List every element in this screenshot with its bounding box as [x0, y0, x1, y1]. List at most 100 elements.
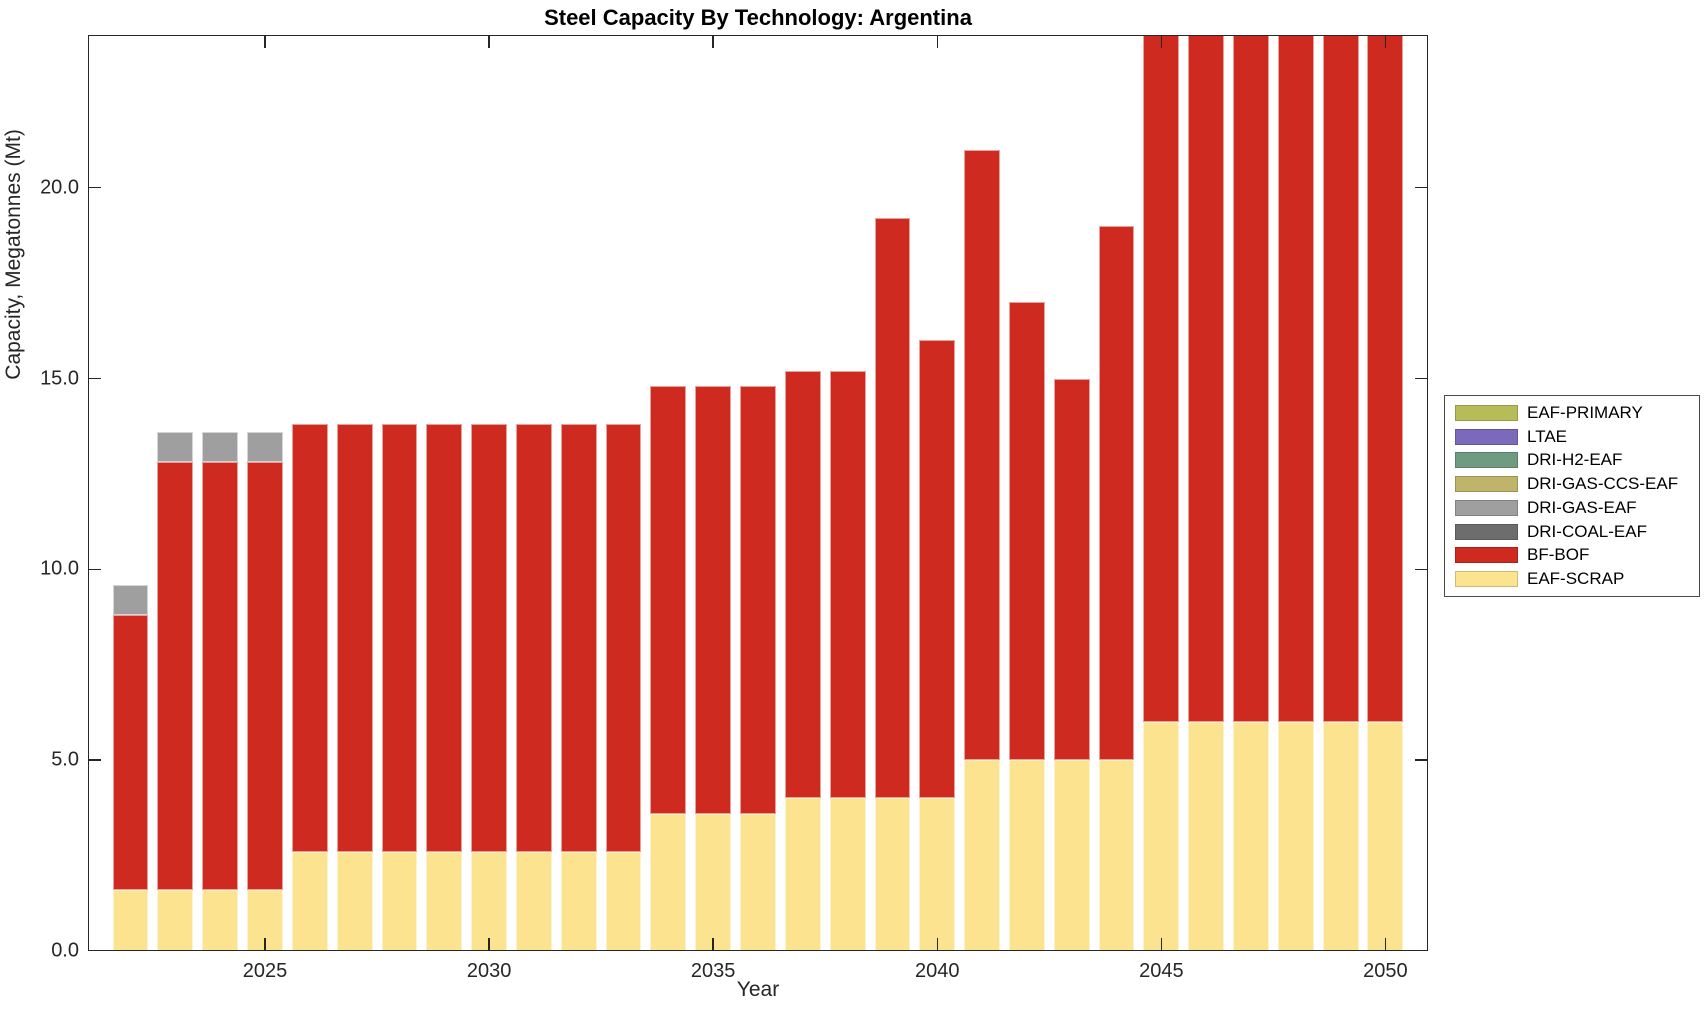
- y-tick-right-10: [1415, 568, 1428, 571]
- bar-segment-2048-EAF-SCRAP: [1277, 722, 1314, 951]
- bar-segment-2026-BF-BOF: [291, 424, 328, 852]
- legend-swatch-DRI-COAL-EAF: [1455, 523, 1518, 540]
- bar-segment-2026-EAF-SCRAP: [291, 851, 328, 951]
- bar-segment-2045-BF-BOF: [1143, 35, 1180, 722]
- plot-area: [88, 35, 1428, 951]
- bar-segment-2050-EAF-SCRAP: [1367, 722, 1404, 951]
- bar-segment-2045-EAF-SCRAP: [1143, 722, 1180, 951]
- bar-segment-2035-EAF-SCRAP: [695, 813, 732, 951]
- bar-segment-2036-EAF-SCRAP: [740, 813, 776, 951]
- legend-swatch-EAF-SCRAP: [1455, 571, 1518, 588]
- bar-segment-2046-EAF-SCRAP: [1188, 722, 1225, 951]
- legend-item-EAF-SCRAP: EAF-SCRAP: [1455, 567, 1699, 591]
- bar-segment-2024-BF-BOF: [202, 462, 239, 890]
- y-tick-right-15: [1415, 377, 1428, 380]
- bar-segment-2028-BF-BOF: [381, 424, 418, 852]
- x-tick-top-2035: [712, 35, 714, 48]
- legend-item-DRI-GAS-EAF: DRI-GAS-EAF: [1455, 496, 1699, 520]
- bar-segment-2041-EAF-SCRAP: [964, 760, 1000, 951]
- x-tick-top-2045: [1160, 35, 1163, 48]
- x-tick-top-2050: [1384, 35, 1387, 48]
- bar-segment-2037-EAF-SCRAP: [784, 798, 821, 951]
- chart-title: Steel Capacity By Technology: Argentina: [544, 5, 972, 30]
- y-tick-label-15: 15.0: [40, 367, 79, 389]
- legend-swatch-DRI-GAS-EAF: [1455, 499, 1518, 516]
- bar-segment-2033-EAF-SCRAP: [605, 851, 642, 951]
- legend-swatch-DRI-GAS-CCS-EAF: [1455, 476, 1518, 493]
- bar-segment-2022-DRI-GAS-EAF: [112, 584, 149, 616]
- y-tick-right-0: [1415, 950, 1428, 951]
- bar-segment-2028-EAF-SCRAP: [381, 851, 418, 951]
- y-tick-left-20: [88, 186, 101, 189]
- legend-item-BF-BOF: BF-BOF: [1455, 544, 1699, 568]
- bar-segment-2023-EAF-SCRAP: [157, 889, 194, 951]
- bar-segment-2047-EAF-SCRAP: [1233, 722, 1269, 951]
- bar-segment-2027-BF-BOF: [336, 424, 373, 852]
- bar-segment-2023-DRI-GAS-EAF: [157, 431, 194, 463]
- bar-segment-2046-BF-BOF: [1188, 35, 1225, 722]
- y-tick-left-0: [88, 950, 101, 951]
- bar-segment-2040-EAF-SCRAP: [919, 798, 956, 951]
- legend-label-DRI-GAS-EAF: DRI-GAS-EAF: [1527, 497, 1637, 517]
- x-tick-bottom-2030: [488, 938, 490, 951]
- x-tick-bottom-2040: [936, 938, 938, 951]
- x-tick-label-2030: 2030: [466, 960, 512, 982]
- bar-segment-2044-BF-BOF: [1098, 225, 1135, 761]
- x-tick-label-2035: 2035: [690, 960, 736, 982]
- y-tick-label-10: 10.0: [40, 557, 79, 580]
- x-axis-label: Year: [736, 978, 780, 1001]
- x-tick-label-2025: 2025: [242, 960, 288, 982]
- bar-segment-2033-BF-BOF: [605, 424, 642, 852]
- y-tick-left-10: [88, 568, 101, 571]
- y-axis-label: Capacity, Megatonnes (Mt): [2, 129, 25, 380]
- legend-item-DRI-GAS-CCS-EAF: DRI-GAS-CCS-EAF: [1455, 472, 1699, 496]
- bar-segment-2041-BF-BOF: [964, 149, 1000, 761]
- bar-segment-2025-DRI-GAS-EAF: [247, 431, 283, 463]
- y-tick-label-5: 5.0: [51, 748, 79, 771]
- bar-segment-2025-BF-BOF: [247, 462, 283, 890]
- bar-segment-2031-EAF-SCRAP: [515, 851, 552, 951]
- bar-segment-2038-EAF-SCRAP: [829, 798, 866, 951]
- bar-segment-2039-BF-BOF: [874, 218, 911, 799]
- legend-item-DRI-COAL-EAF: DRI-COAL-EAF: [1455, 520, 1699, 544]
- x-tick-bottom-2025: [264, 938, 266, 951]
- x-tick-top-2025: [264, 35, 266, 48]
- bar-segment-2049-BF-BOF: [1322, 35, 1359, 722]
- bar-segment-2022-BF-BOF: [112, 615, 149, 890]
- x-tick-bottom-2050: [1384, 938, 1387, 951]
- bar-segment-2030-BF-BOF: [471, 424, 508, 852]
- bar-segment-2034-EAF-SCRAP: [650, 813, 687, 951]
- legend-item-EAF-PRIMARY: EAF-PRIMARY: [1455, 401, 1699, 425]
- bar-segment-2022-EAF-SCRAP: [112, 889, 149, 951]
- bar-segment-2036-BF-BOF: [740, 386, 776, 814]
- legend-label-LTAE: LTAE: [1527, 426, 1567, 446]
- bar-segment-2032-EAF-SCRAP: [560, 851, 597, 951]
- bar-segment-2035-BF-BOF: [695, 386, 732, 814]
- legend: EAF-PRIMARY LTAE DRI-H2-EAF DRI-GAS-CCS-EAF…: [1444, 395, 1700, 597]
- bar-segment-2048-BF-BOF: [1277, 35, 1314, 722]
- legend-label-EAF-SCRAP: EAF-SCRAP: [1527, 569, 1625, 589]
- legend-item-LTAE: LTAE: [1455, 425, 1699, 449]
- bar-segment-2038-BF-BOF: [829, 370, 866, 799]
- bar-segment-2043-BF-BOF: [1053, 378, 1090, 761]
- x-tick-bottom-2045: [1160, 938, 1163, 951]
- bar-segment-2034-BF-BOF: [650, 386, 687, 814]
- legend-label-BF-BOF: BF-BOF: [1527, 545, 1590, 565]
- bar-segment-2043-EAF-SCRAP: [1053, 760, 1090, 951]
- legend-label-DRI-H2-EAF: DRI-H2-EAF: [1527, 450, 1623, 470]
- bar-segment-2042-EAF-SCRAP: [1008, 760, 1045, 951]
- x-tick-top-2040: [936, 35, 938, 48]
- x-tick-label-2045: 2045: [1139, 960, 1184, 982]
- bar-segment-2029-BF-BOF: [426, 424, 463, 852]
- bar-segment-2031-BF-BOF: [515, 424, 552, 852]
- legend-label-DRI-COAL-EAF: DRI-COAL-EAF: [1527, 521, 1647, 541]
- bar-segment-2039-EAF-SCRAP: [874, 798, 911, 951]
- bar-segment-2030-EAF-SCRAP: [471, 851, 508, 951]
- bar-segment-2027-EAF-SCRAP: [336, 851, 373, 951]
- legend-label-EAF-PRIMARY: EAF-PRIMARY: [1527, 402, 1643, 422]
- bar-segment-2042-BF-BOF: [1008, 302, 1045, 761]
- x-tick-label-2050: 2050: [1363, 960, 1408, 982]
- legend-swatch-BF-BOF: [1455, 547, 1518, 564]
- legend-label-DRI-GAS-CCS-EAF: DRI-GAS-CCS-EAF: [1527, 474, 1679, 494]
